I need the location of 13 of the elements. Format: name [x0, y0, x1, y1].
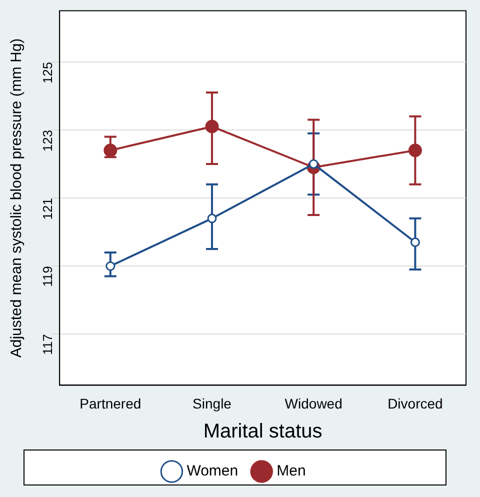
x-tick-label: Partnered — [80, 395, 142, 412]
y-axis-title: Adjusted mean systolic blood pressure (mm Hg) — [8, 38, 26, 358]
y-tick-label: 119 — [40, 266, 56, 287]
y-tick-label: 117 — [40, 334, 56, 355]
x-tick-label: Divorced — [388, 395, 443, 412]
legend-label: Women — [186, 462, 238, 480]
x-tick-label: Widowed — [284, 395, 342, 412]
legend-label: Men — [276, 462, 306, 480]
y-tick-label: 123 — [40, 130, 56, 152]
x-axis-title: Marital status — [203, 420, 322, 443]
x-tick-label: Single — [192, 395, 232, 412]
y-tick-label: 121 — [40, 198, 56, 220]
y-tick-label: 125 — [40, 62, 56, 84]
